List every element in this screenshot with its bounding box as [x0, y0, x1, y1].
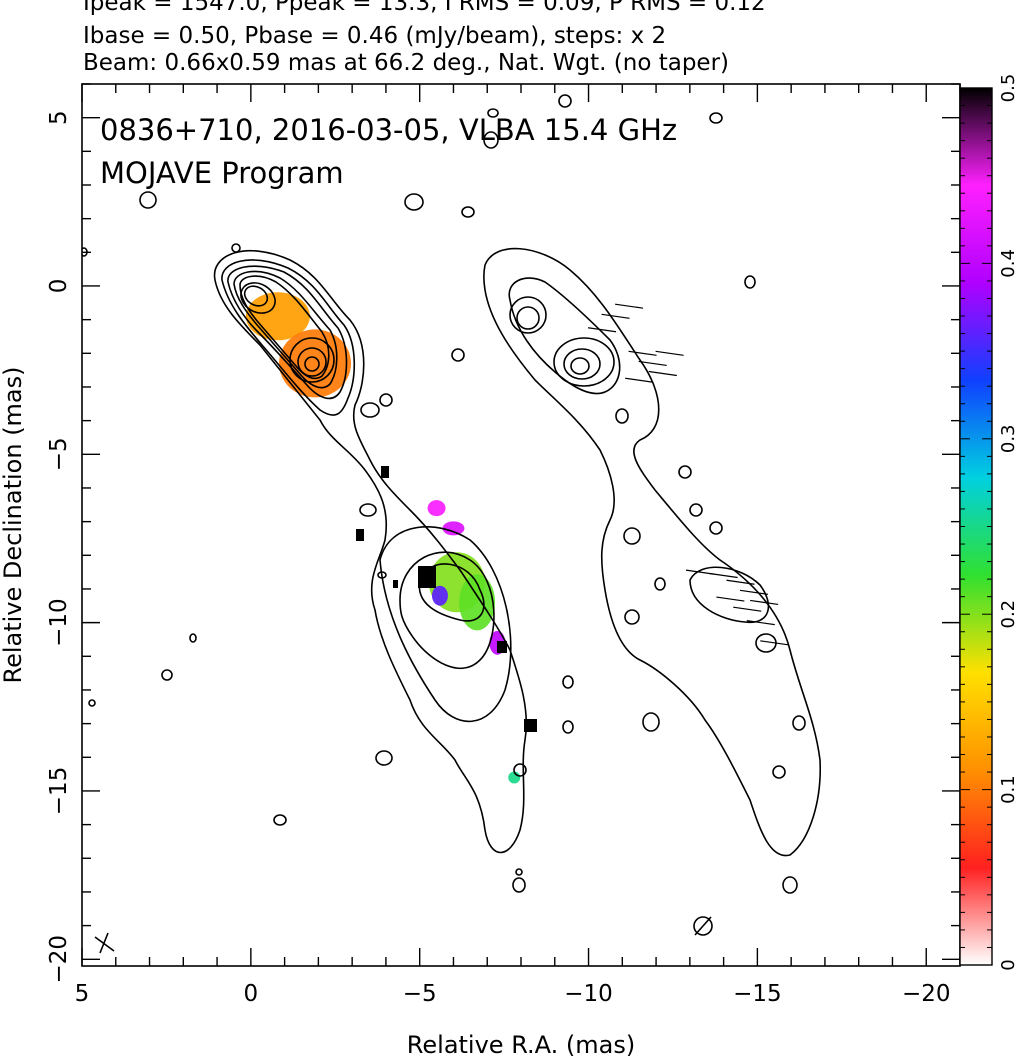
header-line-2: Ibase = 0.50, Pbase = 0.46 (mJy/beam), s…	[83, 23, 667, 49]
polarization-blob	[245, 292, 310, 341]
evpa-tick	[685, 569, 715, 575]
evpa-tick	[739, 589, 769, 595]
evpa-tick	[587, 327, 617, 333]
evpa-tick	[638, 360, 667, 367]
polarization-blob	[279, 329, 352, 398]
plot-frame	[81, 83, 961, 967]
colorbar-tick-label: 0.2	[998, 600, 1019, 629]
evpa-tick	[746, 620, 775, 626]
header-line-1: Ipeak = 1547.0, Ppeak = 13.3, I RMS = 0.…	[83, 0, 766, 16]
x-tick-label: 0	[244, 981, 259, 1007]
x-tick-label: −5	[403, 981, 437, 1007]
polarization-blob	[459, 574, 496, 631]
colorbar-tick-label: 0.4	[998, 249, 1019, 278]
evpa-tick	[750, 599, 779, 606]
y-tick-label: −10	[46, 598, 72, 647]
evpa-tick	[709, 572, 738, 579]
y-tick-label: 5	[46, 110, 72, 125]
y-axis-label: Relative Declination (mas)	[0, 366, 27, 683]
y-tick-labels: 5 0 −5 −10 −15 −20	[46, 110, 72, 983]
colorbar-tick-label: 0.1	[998, 775, 1019, 804]
evpa-tick	[601, 313, 630, 319]
evpa-tick	[625, 377, 654, 383]
evpa-tick	[726, 579, 755, 585]
y-tick-label: 0	[46, 279, 72, 294]
contours-right	[483, 112, 822, 936]
colorbar-tick-label: 0.5	[998, 74, 1019, 103]
x-tick-label: −15	[733, 981, 782, 1007]
axis-ticks	[81, 83, 961, 966]
colorbar-tick-labels: 0 0.1 0.2 0.3 0.4 0.5	[998, 74, 1019, 971]
header-line-3: Beam: 0.66x0.59 mas at 66.2 deg., Nat. W…	[83, 50, 729, 76]
evpa-tick	[628, 350, 657, 356]
plot-area	[82, 94, 822, 954]
x-tick-labels: 5 0 −5 −10 −15 −20	[75, 981, 951, 1007]
evpa-tick	[655, 350, 684, 356]
polarization-blob	[431, 585, 448, 606]
y-tick-label: −20	[46, 935, 72, 984]
chart-title: 0836+710, 2016-03-05, VLBA 15.4 GHz	[100, 113, 677, 147]
x-tick-label: −20	[902, 981, 951, 1007]
evpa-tick	[648, 370, 677, 377]
colorbar	[960, 88, 992, 965]
evpa-tick	[614, 303, 644, 309]
polarization-blob	[427, 500, 446, 517]
contours-left	[82, 94, 574, 954]
x-tick-label: 5	[75, 981, 90, 1007]
polarization-saturated	[356, 466, 537, 732]
evpa-tick	[760, 640, 789, 646]
y-tick-label: −15	[46, 767, 72, 816]
evpa-ticks	[587, 303, 789, 646]
polarization-layer	[245, 292, 521, 784]
evpa-tick	[716, 596, 745, 602]
evpa-tick	[733, 606, 762, 612]
colorbar-tick-label: 0.3	[998, 424, 1019, 453]
polarization-blob	[442, 521, 465, 536]
chart-subtitle: MOJAVE Program	[100, 156, 344, 190]
colorbar-tick-label: 0	[998, 959, 1019, 970]
colorbar-ticks	[960, 87, 992, 966]
x-tick-label: −10	[564, 981, 613, 1007]
y-tick-label: −5	[46, 437, 72, 471]
x-axis-label: Relative R.A. (mas)	[407, 1031, 635, 1059]
